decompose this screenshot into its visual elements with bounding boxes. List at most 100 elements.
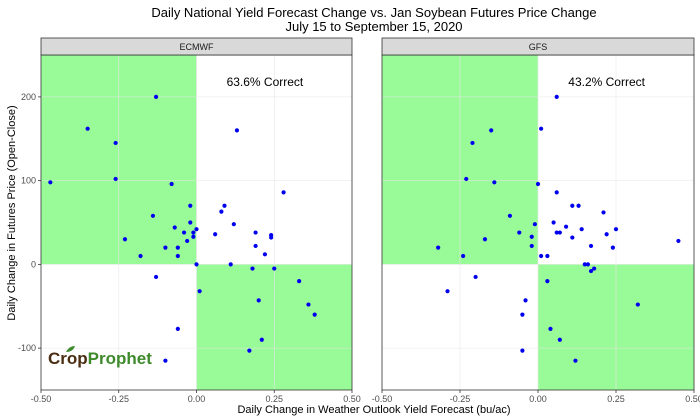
x-tick-label: -0.50 xyxy=(31,394,52,404)
data-point xyxy=(191,234,196,239)
data-point xyxy=(554,94,559,99)
data-point xyxy=(576,203,581,208)
data-point xyxy=(281,190,286,195)
data-point xyxy=(573,358,578,363)
data-point xyxy=(194,227,199,232)
data-point xyxy=(175,253,180,259)
data-point xyxy=(520,312,525,317)
data-point xyxy=(507,213,513,218)
data-point xyxy=(545,279,550,284)
data-point xyxy=(517,230,522,235)
data-point xyxy=(436,245,441,250)
data-point xyxy=(85,126,90,131)
x-tick-label: 0.00 xyxy=(529,394,547,404)
data-point xyxy=(247,348,252,353)
data-point xyxy=(312,312,317,317)
data-point xyxy=(153,94,159,99)
data-point xyxy=(464,176,469,182)
data-point xyxy=(113,140,118,146)
data-point xyxy=(219,209,224,214)
facet-strip-label: GFS xyxy=(529,42,548,52)
data-point xyxy=(169,181,174,187)
y-tick-label: 100 xyxy=(21,176,36,186)
data-point xyxy=(181,230,187,235)
data-point xyxy=(222,203,227,208)
x-tick-label: 0.50 xyxy=(685,394,700,404)
data-point xyxy=(582,262,587,267)
data-point xyxy=(231,222,236,227)
chart-title: Daily National Yield Forecast Change vs.… xyxy=(151,5,596,20)
data-point xyxy=(539,253,544,259)
accuracy-annotation: 63.6% Correct xyxy=(227,75,304,89)
data-point xyxy=(482,237,488,242)
data-point xyxy=(539,126,544,131)
data-point xyxy=(473,274,478,280)
facet-strip xyxy=(40,37,353,56)
data-point xyxy=(228,262,233,267)
x-tick-label: 0.00 xyxy=(188,394,206,404)
data-point xyxy=(259,337,264,342)
data-point xyxy=(529,234,534,239)
facet-panels: ECMWF 63.6% Correct -0.50 -0.25 0.00 0.25 0.50… xyxy=(18,37,700,404)
data-point xyxy=(175,245,180,250)
data-point xyxy=(548,326,553,331)
data-point xyxy=(250,266,255,271)
data-point xyxy=(172,225,177,230)
x-tick-label: 0.25 xyxy=(607,394,625,404)
data-point xyxy=(445,289,450,294)
data-point xyxy=(191,230,196,235)
y-tick-label: 0 xyxy=(31,259,36,269)
accuracy-annotation: 43.2% Correct xyxy=(568,75,645,89)
x-tick-label: 0.25 xyxy=(265,394,283,404)
data-point xyxy=(194,262,199,267)
data-point xyxy=(585,262,591,267)
data-point xyxy=(234,128,240,133)
data-point xyxy=(153,274,159,280)
data-point xyxy=(150,213,156,218)
data-point xyxy=(188,220,193,225)
data-point xyxy=(253,230,258,235)
data-point xyxy=(163,245,168,250)
x-tick-label: -0.25 xyxy=(450,394,471,404)
data-point xyxy=(520,348,525,353)
data-point xyxy=(492,180,497,185)
data-point xyxy=(601,210,606,215)
data-point xyxy=(570,235,575,240)
y-tick-label: -100 xyxy=(18,343,36,353)
data-point xyxy=(269,235,274,240)
data-point xyxy=(535,181,541,187)
logo-text-prophet: Prophet xyxy=(88,349,153,368)
x-axis-title: Daily Change in Weather Outlook Yield Fo… xyxy=(237,404,510,416)
leaf-icon xyxy=(66,346,75,352)
data-point xyxy=(163,358,168,363)
data-point xyxy=(557,337,562,342)
data-point xyxy=(213,232,218,237)
x-tick-label: -0.50 xyxy=(372,394,393,404)
data-point xyxy=(554,190,559,195)
data-point xyxy=(175,326,180,331)
facet-strip-label: ECMWF xyxy=(180,42,214,52)
facet-gfs: GFS 43.2% Correct -0.50 -0.25 0.00 0.25 0.50 xyxy=(372,37,700,404)
data-point xyxy=(138,253,143,259)
x-tick-label: -0.25 xyxy=(108,394,129,404)
data-point xyxy=(592,266,597,271)
data-point xyxy=(588,243,594,249)
data-point xyxy=(306,302,311,307)
data-point xyxy=(613,227,619,232)
data-point xyxy=(529,243,534,249)
data-point xyxy=(557,230,562,235)
data-point xyxy=(545,253,550,259)
data-point xyxy=(563,224,569,229)
data-point xyxy=(256,298,261,303)
data-point xyxy=(185,238,190,244)
x-tick-label: 0.50 xyxy=(343,394,361,404)
data-point xyxy=(579,227,584,232)
svg-text:CropProphet: CropProphet xyxy=(48,349,152,368)
data-point xyxy=(197,289,202,294)
data-point xyxy=(532,222,537,227)
cropprophet-logo: CropProphet xyxy=(48,346,152,368)
data-point xyxy=(122,237,128,242)
data-point xyxy=(461,253,466,259)
data-point xyxy=(113,176,118,182)
